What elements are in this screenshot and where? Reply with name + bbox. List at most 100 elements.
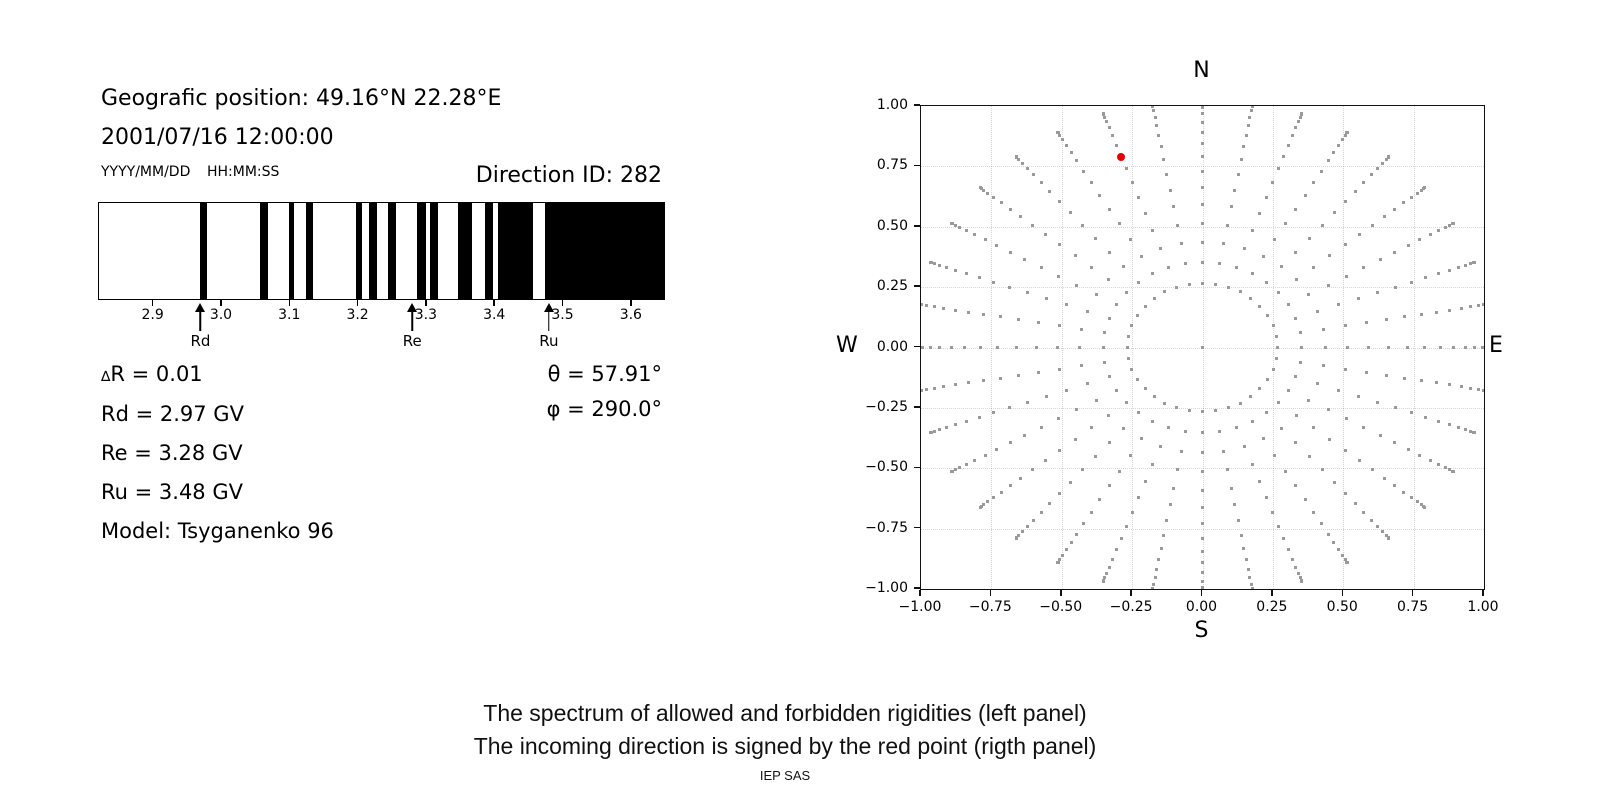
direction-dot	[1069, 150, 1073, 154]
direction-dot	[1175, 406, 1179, 410]
direction-dot	[1139, 437, 1143, 441]
cutoff-arrow-head	[407, 303, 418, 312]
direction-dot	[1082, 522, 1086, 526]
caption-line-1: The spectrum of allowed and forbidden ri…	[483, 700, 1087, 726]
direction-dot	[1294, 250, 1298, 254]
direction-dot	[1239, 533, 1243, 537]
direction-dot	[967, 310, 971, 314]
direction-dot	[1069, 211, 1073, 215]
direction-dot	[1056, 274, 1060, 278]
direction-dot	[1008, 441, 1012, 445]
direction-dot	[1201, 281, 1204, 285]
direction-dot	[1307, 236, 1311, 240]
direction-dot	[1378, 433, 1382, 437]
direction-dot	[1249, 395, 1253, 399]
grid-line-horizontal	[921, 226, 1484, 228]
direction-dot	[1064, 303, 1068, 307]
direction-dot	[1357, 394, 1361, 398]
direction-dot	[1201, 521, 1204, 525]
direction-dot	[1409, 280, 1413, 284]
direction-dot	[1364, 370, 1368, 374]
direction-dot	[1343, 133, 1347, 137]
direction-dot	[1094, 455, 1098, 459]
direction-dot	[1151, 587, 1155, 589]
direction-dot	[921, 303, 923, 307]
direction-dot	[1258, 387, 1262, 391]
direction-dot	[1201, 571, 1204, 575]
direction-dot	[1056, 561, 1060, 565]
direction-dot	[1163, 290, 1167, 294]
direction-dot	[1233, 503, 1237, 507]
spectrum-x-tick	[425, 300, 427, 306]
x-axis-tick-label: 1.00	[1467, 599, 1499, 615]
direction-dot	[1262, 437, 1266, 441]
direction-dot	[1415, 191, 1419, 195]
direction-dot	[1271, 323, 1275, 327]
direction-dot	[1473, 431, 1477, 435]
direction-dot	[1019, 476, 1023, 480]
direction-dot	[1362, 180, 1366, 184]
direction-dot	[1152, 395, 1156, 399]
direction-dot	[1119, 537, 1123, 541]
direction-dot	[1137, 411, 1141, 415]
direction-dot	[1274, 334, 1278, 338]
direction-dot	[1234, 266, 1238, 270]
direction-dot	[942, 306, 946, 310]
y-axis-tick-label: 0.75	[876, 157, 908, 174]
direction-dot	[1264, 195, 1268, 199]
direction-dot	[1282, 537, 1286, 541]
direction-dot	[1473, 346, 1477, 349]
direction-dot	[958, 225, 962, 229]
direction-dot	[1357, 297, 1361, 301]
direction-dot	[1326, 159, 1330, 163]
x-axis-tick-label: 0.50	[1326, 599, 1358, 615]
direction-dot	[1117, 469, 1121, 473]
cutoff-arrow-label: Re	[402, 332, 422, 350]
allowed-rigidity-band	[429, 203, 438, 299]
direction-dot	[1419, 503, 1423, 507]
spectrum-x-tick	[151, 300, 154, 306]
direction-dot	[1073, 437, 1077, 441]
direction-dot	[1136, 378, 1139, 382]
direction-dot	[1089, 266, 1093, 270]
cutoff-arrow-label: Ru	[539, 332, 559, 350]
direction-dot	[1201, 488, 1204, 492]
direction-dot	[1187, 282, 1191, 286]
direction-dot	[1107, 278, 1111, 282]
y-axis-tick-label: −0.75	[865, 519, 908, 536]
direction-dot	[1117, 222, 1121, 226]
direction-dot	[1107, 207, 1111, 211]
direction-dot	[1201, 451, 1204, 455]
direction-dot	[1039, 511, 1043, 515]
direction-dot	[1157, 133, 1161, 137]
direction-dot	[1048, 502, 1052, 506]
direction-dot	[1378, 258, 1382, 262]
direction-dot	[1321, 364, 1325, 368]
direction-dot	[1294, 441, 1298, 445]
direction-dot	[1337, 548, 1341, 552]
direction-dot	[1312, 266, 1316, 270]
y-axis-tick	[914, 466, 920, 468]
direction-dot	[1030, 223, 1034, 227]
direction-dot	[1286, 303, 1290, 307]
direction-dot	[1103, 576, 1107, 580]
direction-dot	[1201, 155, 1204, 159]
direction-dot	[1473, 260, 1477, 264]
direction-dot	[1448, 223, 1452, 227]
direction-dot	[1469, 305, 1473, 309]
direction-dot	[1343, 200, 1347, 204]
direction-dot	[1393, 441, 1397, 445]
direction-dot	[1271, 180, 1275, 184]
direction-dot	[942, 385, 946, 389]
direction-dot	[1039, 180, 1043, 184]
direction-dot	[1107, 316, 1111, 320]
direction-dot	[1286, 143, 1290, 147]
direction-dot	[1201, 170, 1204, 174]
cutoff-arrow-head	[195, 303, 206, 312]
direction-dot	[1303, 498, 1307, 502]
allowed-rigidity-band	[355, 203, 362, 299]
datetime-text: 2001/07/16 12:00:00	[101, 125, 334, 150]
direction-dot	[1296, 571, 1300, 575]
direction-dot	[1218, 429, 1222, 433]
direction-dot	[1406, 346, 1410, 349]
